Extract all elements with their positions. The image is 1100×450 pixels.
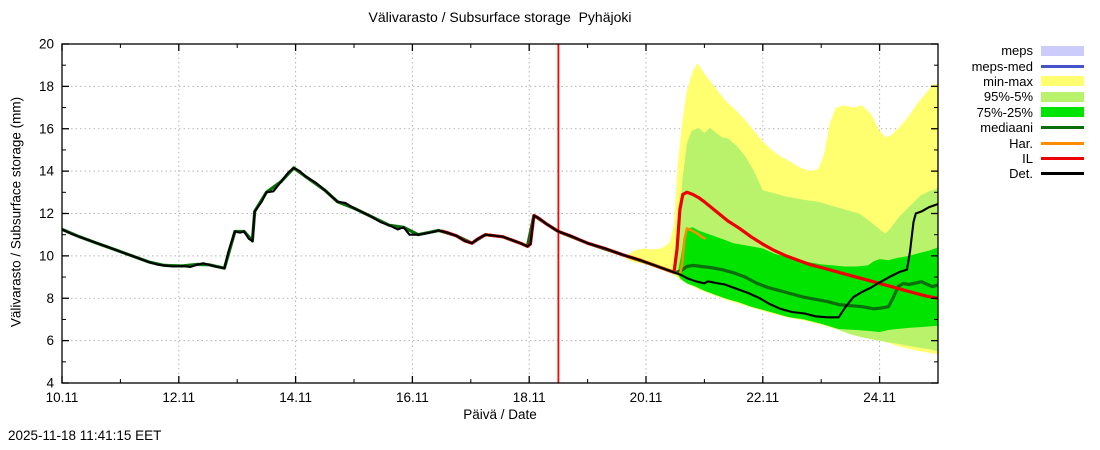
y-tick-label: 20: [39, 37, 54, 52]
legend-item-label: IL: [1022, 150, 1033, 166]
legend-item-label: min-max: [983, 73, 1033, 89]
x-tick-label: 12.11: [162, 390, 195, 405]
y-tick-label: 12: [39, 206, 54, 221]
legend-item: IL: [972, 151, 1084, 166]
y-tick-label: 8: [46, 291, 54, 306]
legend-item-label: Har.: [1009, 135, 1033, 151]
legend-item-label: 95%-5%: [983, 89, 1033, 105]
legend-item: Det.: [972, 166, 1084, 181]
x-tick-label: 18.11: [513, 390, 546, 405]
legend-item-swatch: [1041, 156, 1084, 160]
legend-item-swatch: [1041, 64, 1084, 68]
y-tick-label: 4: [46, 376, 54, 391]
y-tick-label: 16: [39, 121, 54, 136]
y-tick-label: 6: [46, 333, 54, 348]
legend-item: mediaani: [972, 120, 1084, 135]
legend-item-swatch: [1041, 76, 1084, 87]
legend-item: meps: [972, 43, 1084, 58]
legend-item-swatch: [1041, 172, 1084, 176]
y-tick-label: 10: [39, 248, 54, 263]
legend-item-swatch: [1041, 45, 1084, 56]
y-axis-label: Välivarasto / Subsurface storage (mm): [8, 96, 24, 328]
legend-item-label: 75%-25%: [976, 104, 1033, 120]
legend-item-swatch: [1041, 107, 1084, 118]
legend-item: Har.: [972, 135, 1084, 151]
y-tick-label: 14: [39, 164, 55, 179]
legend-item-label: meps: [1001, 43, 1033, 59]
legend-item-label: meps-med: [971, 58, 1033, 74]
x-tick-label: 14.11: [279, 390, 312, 405]
legend-item: 95%-5%: [972, 89, 1084, 104]
x-tick-label: 22.11: [746, 390, 779, 405]
series-det: [61, 166, 939, 319]
legend: meps meps-med min-max 95%-5% 75%-25% med…: [972, 43, 1084, 182]
x-tick-label: 20.11: [630, 390, 663, 405]
timestamp: 2025-11-18 11:41:15 EET: [8, 428, 162, 443]
legend-item-swatch: [1041, 126, 1084, 130]
legend-item-swatch: [1041, 141, 1084, 145]
legend-item-label: Det.: [1009, 166, 1033, 182]
chart-title: Välivarasto / Subsurface storage Pyhäjok…: [368, 9, 632, 25]
x-tick-label: 10.11: [46, 390, 79, 405]
x-axis-label: Päivä / Date: [463, 407, 537, 422]
legend-item-swatch: [1041, 91, 1084, 102]
x-tick-label: 24.11: [863, 390, 896, 405]
y-tick-label: 18: [39, 79, 54, 94]
legend-item-label: mediaani: [980, 120, 1033, 136]
band-75%-25%: [678, 227, 938, 333]
legend-item: meps-med: [971, 58, 1084, 74]
legend-item: 75%-25%: [972, 105, 1084, 120]
x-tick-label: 16.11: [396, 390, 429, 405]
legend-item: min-max: [972, 74, 1084, 89]
